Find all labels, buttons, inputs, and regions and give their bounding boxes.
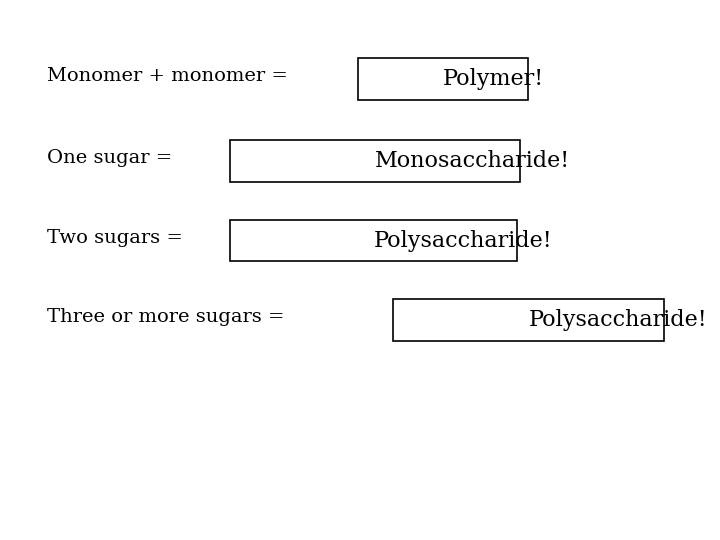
- FancyBboxPatch shape: [358, 58, 528, 100]
- FancyBboxPatch shape: [230, 140, 520, 182]
- Text: Polymer!: Polymer!: [443, 68, 544, 90]
- Text: Two sugars =: Two sugars =: [47, 229, 183, 247]
- Text: Monomer + monomer =: Monomer + monomer =: [47, 67, 288, 85]
- Text: Polysaccharide!: Polysaccharide!: [528, 309, 707, 331]
- Text: One sugar =: One sugar =: [47, 149, 172, 167]
- FancyBboxPatch shape: [230, 220, 517, 261]
- Text: Three or more sugars =: Three or more sugars =: [47, 308, 284, 326]
- FancyBboxPatch shape: [393, 299, 664, 341]
- Text: Monosaccharide!: Monosaccharide!: [375, 150, 570, 172]
- Text: Polysaccharide!: Polysaccharide!: [374, 230, 552, 252]
